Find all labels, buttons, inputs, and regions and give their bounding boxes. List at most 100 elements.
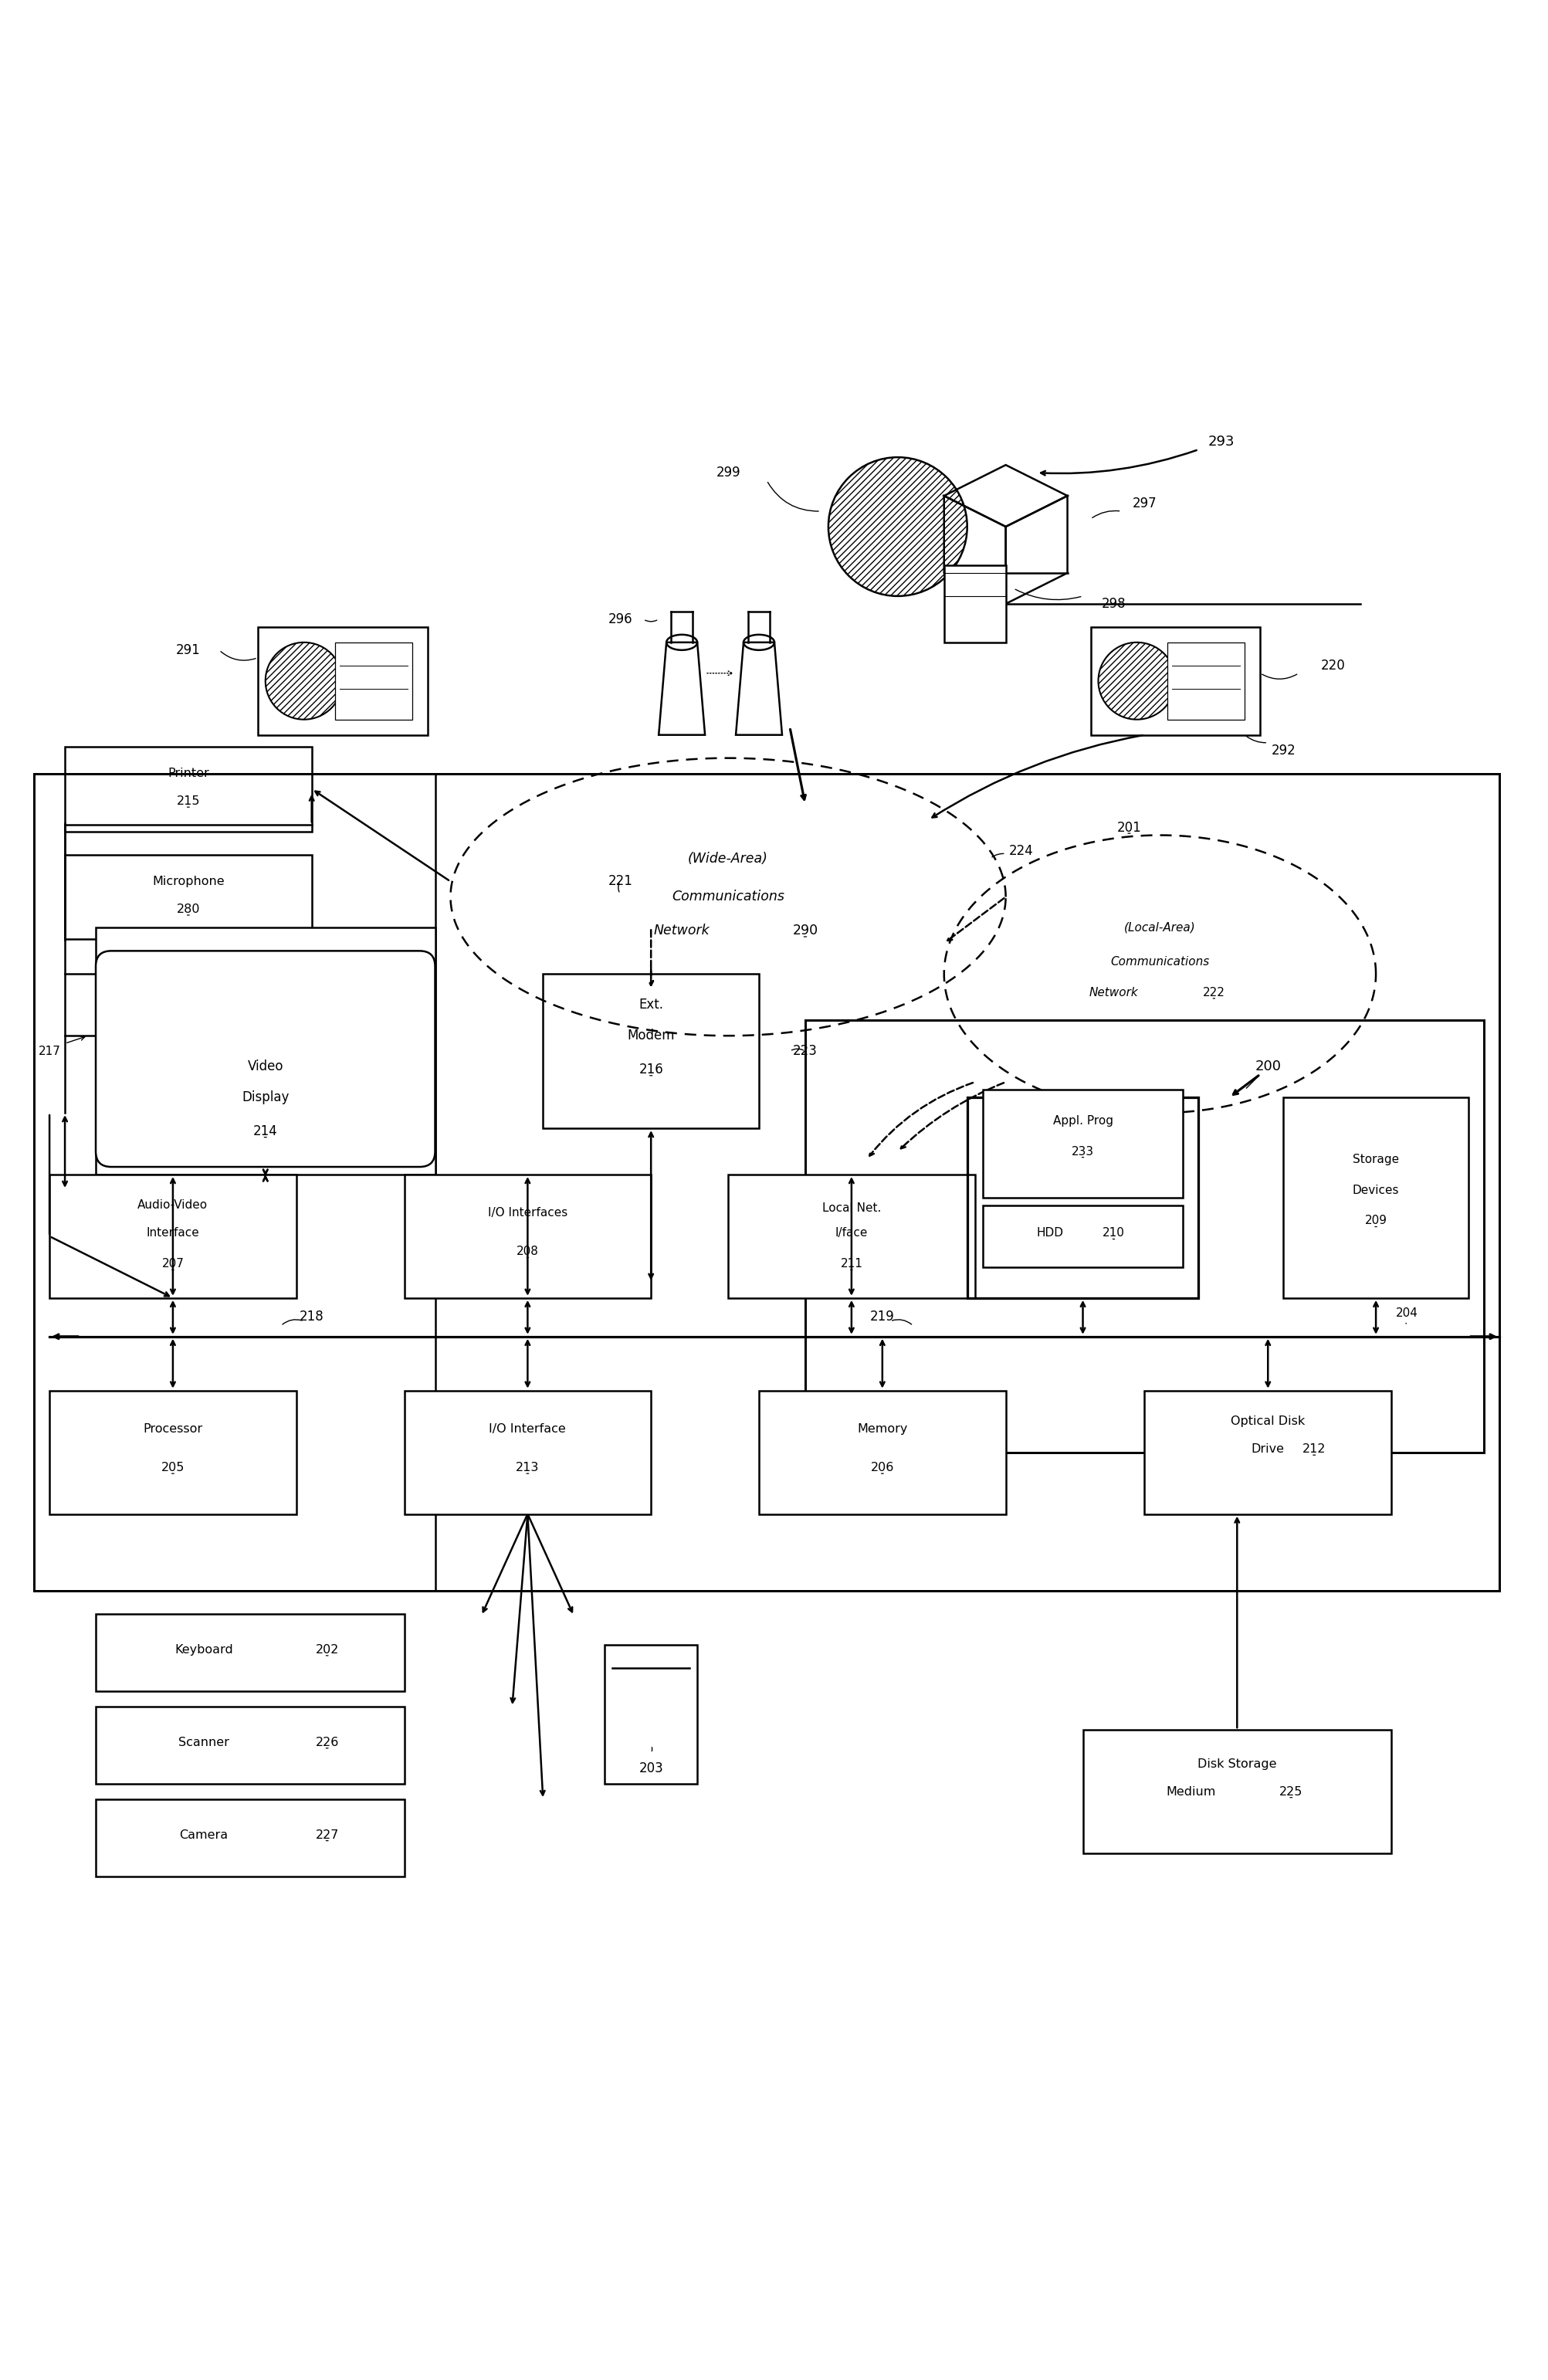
Bar [966, 1097, 1198, 1297]
Text: 218: 218 [299, 1309, 324, 1323]
Text: Processor: Processor [142, 1423, 203, 1435]
Text: Microphone: Microphone [152, 876, 224, 888]
Text: 297: 297 [1132, 497, 1156, 509]
Text: 233: 233 [1071, 1145, 1093, 1157]
Text: 202: 202 [316, 1645, 339, 1656]
Text: 200: 200 [1254, 1059, 1280, 1073]
Text: Ext.: Ext. [638, 997, 663, 1011]
Text: 205: 205 [161, 1461, 184, 1473]
Text: 203: 203 [638, 1761, 663, 1775]
Text: Communications: Communications [672, 890, 783, 904]
Bar [604, 1645, 697, 1785]
Text: Network: Network [653, 923, 709, 938]
Bar [96, 1799, 404, 1875]
Text: Video: Video [248, 1059, 283, 1073]
Text: Memory: Memory [856, 1423, 907, 1435]
Bar [1283, 1097, 1468, 1297]
Bar [404, 1390, 650, 1514]
Bar [404, 1176, 650, 1297]
Text: 215: 215 [176, 795, 200, 807]
Circle shape [1098, 643, 1175, 719]
Circle shape [265, 643, 342, 719]
Bar [50, 1176, 296, 1297]
Text: 214: 214 [252, 1123, 277, 1138]
Text: 298: 298 [1101, 597, 1125, 612]
Bar [1167, 643, 1245, 719]
Text: (Local-Area): (Local-Area) [1124, 921, 1195, 933]
Text: Storage: Storage [1351, 1154, 1398, 1164]
Bar [1144, 1390, 1390, 1514]
Text: (Wide-Area): (Wide-Area) [687, 852, 768, 866]
Text: Keyboard: Keyboard [175, 1645, 232, 1656]
Bar [981, 1090, 1183, 1197]
Text: 208: 208 [515, 1245, 539, 1257]
Text: Disk Storage: Disk Storage [1197, 1759, 1276, 1771]
Text: 226: 226 [316, 1737, 339, 1747]
Text: 217: 217 [39, 1045, 60, 1057]
Text: 280: 280 [176, 904, 200, 914]
Bar [50, 1390, 296, 1514]
Bar [944, 564, 1005, 643]
Text: 224: 224 [1008, 843, 1033, 857]
Polygon shape [944, 835, 1375, 1114]
Text: 212: 212 [1302, 1442, 1325, 1454]
Text: Audio-Video: Audio-Video [138, 1200, 207, 1211]
Bar [96, 1614, 404, 1692]
Text: 291: 291 [176, 643, 200, 657]
Text: Medium: Medium [1166, 1785, 1215, 1797]
Text: 216: 216 [638, 1064, 663, 1076]
Text: 296: 296 [608, 612, 632, 626]
Bar [96, 1706, 404, 1785]
Bar [759, 1390, 1005, 1514]
Bar [334, 643, 412, 719]
Text: I/O Interfaces: I/O Interfaces [488, 1207, 567, 1219]
Text: 293: 293 [1207, 436, 1234, 450]
Text: Display: Display [241, 1090, 289, 1104]
Text: 210: 210 [1102, 1228, 1124, 1240]
Text: Drive: Drive [1251, 1442, 1283, 1454]
Text: 206: 206 [870, 1461, 893, 1473]
Bar [65, 854, 311, 940]
Text: 220: 220 [1320, 659, 1344, 674]
Text: 299: 299 [715, 466, 740, 481]
Text: 209: 209 [1364, 1216, 1387, 1226]
Text: Network: Network [1088, 988, 1138, 997]
Bar [805, 1021, 1483, 1452]
Text: Communications: Communications [1110, 957, 1209, 969]
Bar [34, 774, 1498, 1592]
Text: 227: 227 [316, 1830, 339, 1840]
Text: HDD: HDD [1036, 1228, 1063, 1240]
Text: 225: 225 [1279, 1785, 1302, 1797]
Bar [1090, 626, 1260, 735]
Text: Local Net.: Local Net. [822, 1202, 881, 1214]
Bar [96, 928, 435, 1176]
Text: 213: 213 [515, 1461, 539, 1473]
Bar [728, 1176, 974, 1297]
Text: Interface: Interface [146, 1228, 200, 1240]
Bar [543, 973, 759, 1128]
Text: 207: 207 [161, 1259, 184, 1271]
Text: 219: 219 [870, 1309, 895, 1323]
FancyBboxPatch shape [96, 952, 435, 1166]
Text: 221: 221 [607, 873, 632, 888]
Text: I/face: I/face [834, 1228, 867, 1240]
Text: 222: 222 [1203, 988, 1224, 997]
Text: 292: 292 [1271, 743, 1296, 757]
Text: I/O Interface: I/O Interface [489, 1423, 567, 1435]
Bar [1082, 1730, 1390, 1854]
Bar [65, 747, 311, 831]
Text: Printer: Printer [167, 769, 209, 778]
Bar [257, 626, 427, 735]
Text: Scanner: Scanner [178, 1737, 229, 1747]
Text: 201: 201 [1116, 821, 1141, 835]
Text: 211: 211 [841, 1259, 862, 1271]
Text: Camera: Camera [180, 1830, 228, 1840]
Text: Appl. Prog: Appl. Prog [1053, 1114, 1113, 1126]
Text: Optical Disk: Optical Disk [1231, 1416, 1305, 1428]
Text: 290: 290 [793, 923, 817, 938]
Text: Modem: Modem [627, 1028, 675, 1042]
Bar [981, 1204, 1183, 1266]
Polygon shape [450, 759, 1005, 1035]
Text: 223: 223 [793, 1045, 817, 1059]
Circle shape [828, 457, 966, 595]
